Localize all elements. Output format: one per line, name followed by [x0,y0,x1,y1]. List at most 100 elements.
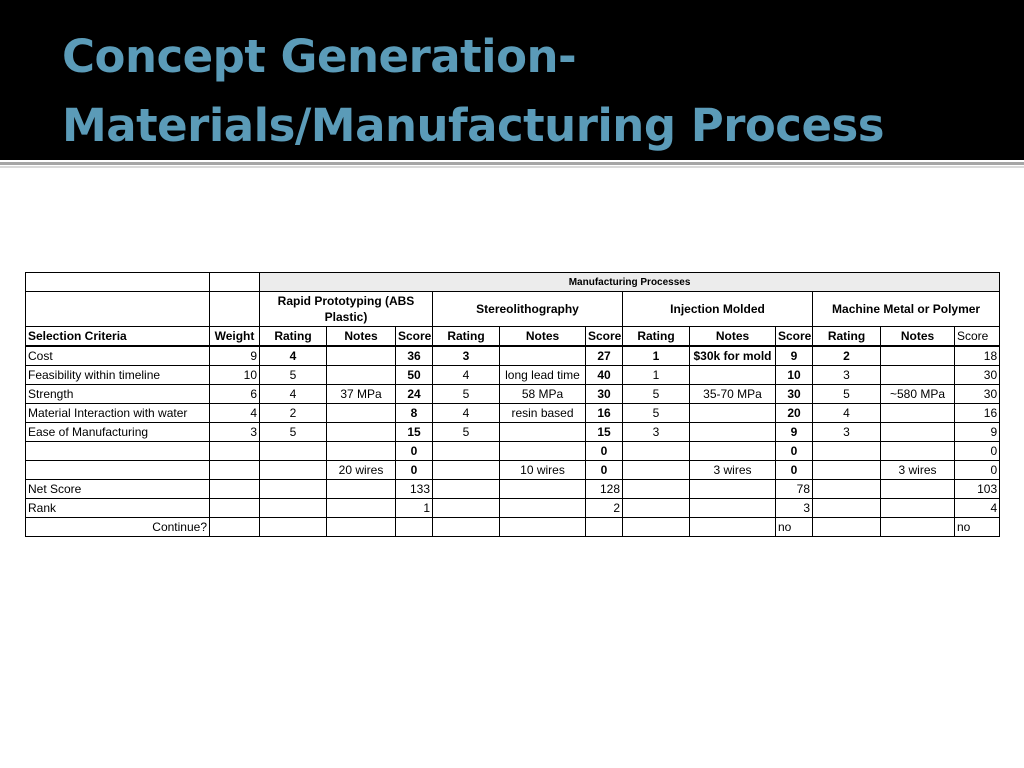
manufacturing-processes-header: Manufacturing Processes [258,272,1001,292]
criteria-cell: Material Interaction with water [25,403,210,423]
continue-row: Continue? no no [25,517,1001,537]
score-cell: 40 [585,365,623,385]
rating-header: Rating [432,326,500,347]
empty-cell [499,517,586,537]
notes-cell: 3 wires [689,460,776,480]
criteria-row: Strength 6 4 37 MPa 24 5 58 MPa 30 5 35-70 MPa 30 5… [25,384,1001,404]
criteria-row: 0 0 0 0 [25,441,1001,461]
notes-cell [326,345,396,366]
criteria-cell: Cost [25,345,210,366]
rating-cell: 4 [432,403,500,423]
score-cell: 8 [395,403,433,423]
criteria-row: Cost 9 4 36 3 27 1 $30k for mold 9 2 18 [25,345,1001,366]
empty-cell [209,498,260,518]
score-cell: 50 [395,365,433,385]
rating-header: Rating [259,326,327,347]
rating-cell [432,460,500,480]
net-score-row: Net Score 133 128 78 103 [25,479,1001,499]
rating-cell: 4 [259,345,327,366]
rating-cell: 1 [622,345,690,366]
net-score-label: Net Score [25,479,210,499]
notes-cell: 20 wires [326,460,396,480]
notes-cell [499,441,586,461]
criteria-row: 20 wires 0 10 wires 0 3 wires 0 3 wires 0 [25,460,1001,480]
empty-cell [689,517,776,537]
notes-cell [326,365,396,385]
empty-cell [689,479,776,499]
empty-cell [812,479,881,499]
empty-cell [622,479,690,499]
notes-cell: 58 MPa [499,384,586,404]
weight-cell: 3 [209,422,260,442]
title-divider-light [0,166,1024,168]
criteria-row: Material Interaction with water 4 2 8 4 resin… [25,403,1001,423]
criteria-cell [25,460,210,480]
score-cell: 9 [953,422,1001,442]
score-cell: 0 [775,460,813,480]
weight-cell: 10 [209,365,260,385]
score-cell: 18 [953,345,1001,366]
empty-cell [689,498,776,518]
selection-matrix-table: Manufacturing Processes Rapid Prototypin… [25,272,1001,537]
slide-title: Concept Generation- Materials/Manufactur… [62,30,885,152]
rating-header: Rating [812,326,881,347]
empty-cell [812,517,881,537]
selection-criteria-header: Selection Criteria [25,326,210,347]
notes-cell [326,403,396,423]
rating-cell: 2 [259,403,327,423]
score-cell: 0 [395,460,433,480]
notes-cell: long lead time [499,365,586,385]
empty-cell [209,517,260,537]
rating-cell [259,441,327,461]
score-header: Score [395,326,433,347]
process-header-rapid-prototyping: Rapid Prototyping (ABS Plastic) [259,291,433,327]
score-cell: 27 [585,345,623,366]
notes-cell [499,345,586,366]
score-cell: 20 [775,403,813,423]
empty-cell [259,517,327,537]
rank-value: 2 [585,498,623,518]
empty-cell [499,498,586,518]
score-cell: 0 [953,460,1001,480]
rank-row: Rank 1 2 3 4 [25,498,1001,518]
net-score-value: 78 [775,479,813,499]
continue-value: no [775,517,813,537]
score-cell: 0 [395,441,433,461]
notes-cell [689,441,776,461]
notes-header: Notes [689,326,776,347]
notes-cell: 3 wires [880,460,955,480]
score-cell: 16 [953,403,1001,423]
notes-cell: resin based [499,403,586,423]
score-cell: 0 [585,460,623,480]
score-header: Score [775,326,813,347]
criteria-cell: Strength [25,384,210,404]
score-cell: 36 [395,345,433,366]
notes-cell [326,441,396,461]
notes-cell: 37 MPa [326,384,396,404]
weight-cell: 6 [209,384,260,404]
score-cell: 0 [953,441,1001,461]
notes-cell: 10 wires [499,460,586,480]
process-header-row: Rapid Prototyping (ABS Plastic) Stereoli… [25,291,1001,327]
rating-cell [259,460,327,480]
notes-cell: ~580 MPa [880,384,955,404]
empty-cell [326,498,396,518]
rating-cell: 4 [812,403,881,423]
rating-cell: 3 [432,345,500,366]
rank-label: Rank [25,498,210,518]
criteria-cell [25,441,210,461]
empty-cell [812,498,881,518]
title-divider [0,162,1024,165]
empty-cell [259,498,327,518]
notes-cell: $30k for mold [689,345,776,366]
empty-cell [432,479,500,499]
column-header-row: Selection Criteria Weight Rating Notes S… [25,326,1001,347]
score-cell: 30 [585,384,623,404]
empty-cell [880,517,955,537]
net-score-value: 103 [953,479,1001,499]
score-cell: 15 [395,422,433,442]
score-cell: 10 [775,365,813,385]
notes-cell [689,365,776,385]
empty-cell [880,498,955,518]
score-header: Score [585,326,623,347]
